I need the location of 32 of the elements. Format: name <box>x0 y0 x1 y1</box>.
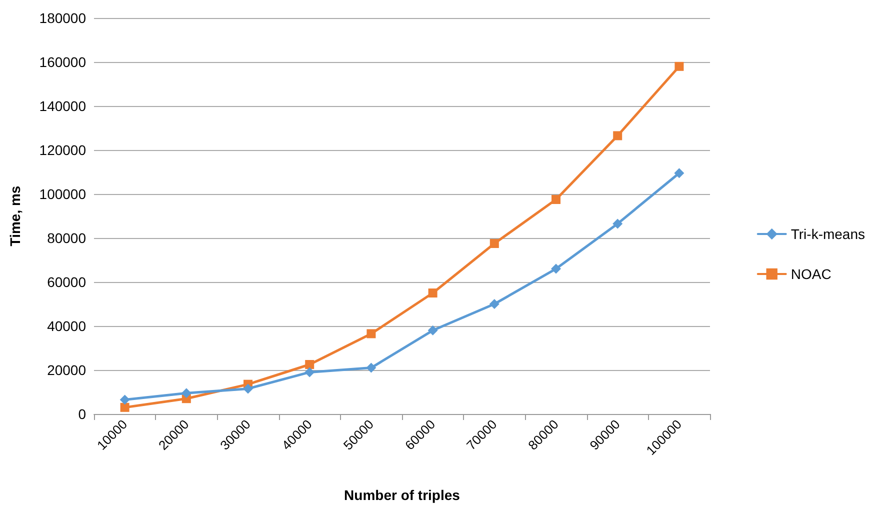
point <box>613 131 622 140</box>
point <box>551 264 561 274</box>
point <box>428 288 438 298</box>
point <box>489 299 500 309</box>
y-tick-label: 60000 <box>47 274 86 290</box>
point <box>674 168 684 178</box>
point <box>674 62 684 71</box>
y-axis-title: Time, ms <box>7 186 23 246</box>
point <box>612 218 623 229</box>
point <box>181 388 192 398</box>
point <box>305 360 314 369</box>
point <box>490 239 499 248</box>
x-axis-title: Number of triples <box>344 487 460 503</box>
point <box>120 394 130 405</box>
y-tick-label: 80000 <box>47 230 86 246</box>
point <box>304 367 315 378</box>
y-tick-label: 120000 <box>39 142 86 158</box>
point <box>366 329 376 338</box>
y-tick-label: 180000 <box>39 10 86 26</box>
point <box>552 195 560 204</box>
point <box>243 384 253 394</box>
y-tick-label: 160000 <box>39 54 86 70</box>
legend-label: Tri-k-means <box>790 226 866 242</box>
point <box>120 402 130 412</box>
y-tick-label: 100000 <box>39 186 86 202</box>
y-tick-label: 0 <box>78 406 86 422</box>
point <box>366 362 376 373</box>
legend-label: NOAC <box>790 266 832 282</box>
y-tick-label: 140000 <box>39 98 86 114</box>
y-tick-label: 40000 <box>47 318 86 334</box>
point <box>428 325 438 336</box>
y-tick-label: 20000 <box>47 362 86 378</box>
